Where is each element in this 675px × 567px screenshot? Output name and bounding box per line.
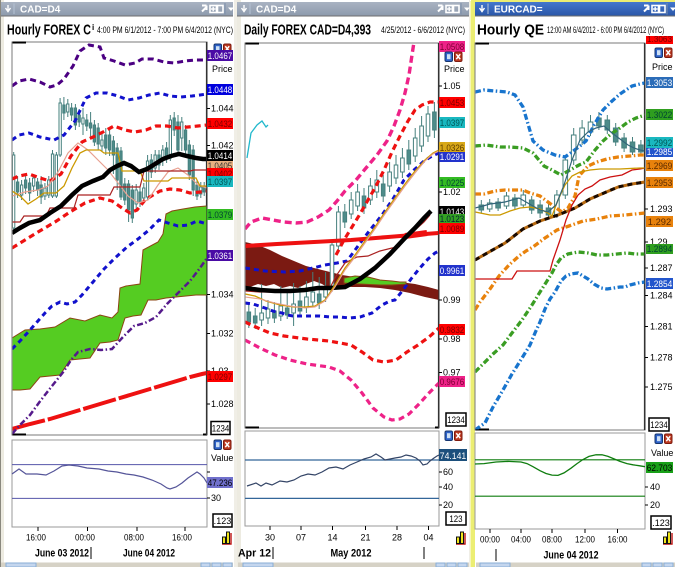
svg-text:May 2012: May 2012	[331, 548, 372, 560]
svg-text:62.703: 62.703	[647, 463, 673, 473]
svg-text:1.0453: 1.0453	[440, 98, 465, 108]
svg-text:1.3053: 1.3053	[647, 78, 673, 88]
svg-text:1234: 1234	[650, 420, 668, 430]
svg-text:June 04 2012: June 04 2012	[544, 550, 599, 562]
svg-text:08:00: 08:00	[124, 533, 144, 543]
svg-text:1.0402: 1.0402	[208, 169, 233, 179]
svg-text:1.0361: 1.0361	[208, 251, 233, 261]
svg-text:1.0123: 1.0123	[440, 214, 465, 224]
svg-text:40: 40	[443, 482, 453, 492]
svg-text:1234: 1234	[447, 415, 465, 425]
svg-text:Price: Price	[444, 64, 465, 74]
svg-text:21: 21	[361, 533, 371, 543]
svg-text:Hourly QE: Hourly QE	[477, 22, 544, 39]
svg-text:12:00 AM 6/4/2012 - 6:00 PM 6/: 12:00 AM 6/4/2012 - 6:00 PM 6/4/2012 (NY…	[547, 25, 664, 35]
svg-text:1.0397: 1.0397	[440, 118, 465, 128]
svg-text:1.05: 1.05	[443, 81, 461, 91]
svg-text:0.99: 0.99	[443, 295, 461, 305]
svg-text:47.236: 47.236	[208, 478, 233, 488]
svg-text:1.02: 1.02	[443, 187, 461, 197]
svg-text:28: 28	[392, 533, 402, 543]
svg-text:04:00: 04:00	[511, 535, 531, 545]
svg-text:1.293: 1.293	[650, 204, 673, 214]
svg-text:Apr 12: Apr 12	[238, 548, 271, 560]
svg-text:1.028: 1.028	[211, 399, 234, 409]
svg-text:1.2969: 1.2969	[647, 161, 673, 171]
svg-text:1.0432: 1.0432	[208, 119, 233, 129]
svg-text:1.032: 1.032	[211, 329, 234, 339]
svg-text:04: 04	[424, 533, 434, 543]
svg-text:1.0405: 1.0405	[208, 161, 233, 171]
svg-text:Hourly FOREX C: Hourly FOREX C	[7, 22, 91, 39]
svg-text:1.0467: 1.0467	[208, 51, 233, 61]
svg-text:00:00: 00:00	[480, 535, 500, 545]
svg-text:0.9676: 0.9676	[440, 377, 465, 387]
svg-text:Value: Value	[651, 448, 673, 458]
svg-text:1.0291: 1.0291	[440, 152, 465, 162]
svg-text:1.284: 1.284	[650, 291, 673, 301]
svg-text:CAD=D4: CAD=D4	[20, 5, 61, 16]
svg-text:0.9832: 0.9832	[440, 325, 465, 335]
svg-text:20: 20	[443, 500, 453, 510]
svg-text:1.0225: 1.0225	[440, 178, 465, 188]
svg-text:1.2854: 1.2854	[647, 279, 673, 289]
svg-text:74.141: 74.141	[440, 451, 467, 461]
svg-text:0.9961: 0.9961	[440, 266, 465, 276]
svg-text:1.0089: 1.0089	[440, 224, 465, 234]
svg-text:1.0297: 1.0297	[208, 372, 233, 382]
svg-text:1.281: 1.281	[650, 322, 673, 332]
svg-text:Price: Price	[652, 62, 673, 72]
svg-text:1.042: 1.042	[211, 141, 234, 151]
svg-text:123: 123	[449, 514, 462, 524]
svg-text:16:00: 16:00	[608, 535, 628, 545]
svg-text:1.0414: 1.0414	[208, 151, 233, 161]
svg-text:07: 07	[296, 533, 306, 543]
svg-text:14: 14	[328, 533, 338, 543]
svg-text:1.044: 1.044	[211, 104, 234, 114]
svg-text:CAD=D4: CAD=D4	[256, 5, 297, 16]
svg-text:1.2985: 1.2985	[647, 147, 673, 157]
svg-text:40: 40	[650, 482, 660, 492]
svg-text:00:00: 00:00	[75, 533, 95, 543]
svg-text:.123: .123	[652, 518, 670, 528]
svg-text:30: 30	[211, 493, 221, 503]
svg-text:1.29: 1.29	[650, 237, 668, 247]
svg-text:30: 30	[265, 533, 275, 543]
svg-text:1.292: 1.292	[648, 217, 671, 227]
svg-text:1.2953: 1.2953	[647, 178, 673, 188]
svg-text:i: i	[92, 23, 94, 32]
svg-text:1.278: 1.278	[650, 353, 673, 363]
svg-text:0.98: 0.98	[443, 334, 461, 344]
svg-text:12:00: 12:00	[575, 535, 595, 545]
svg-text:Value: Value	[211, 453, 233, 463]
svg-text:June 03 2012: June 03 2012	[35, 548, 89, 560]
svg-text:1.2894: 1.2894	[647, 244, 673, 254]
svg-text:1.0326: 1.0326	[440, 143, 465, 153]
svg-text:4:00 PM 6/1/2012 - 7:00 PM 6/4: 4:00 PM 6/1/2012 - 7:00 PM 6/4/2012 (NYC…	[97, 25, 233, 35]
svg-text:1.275: 1.275	[650, 382, 673, 392]
svg-text:1234: 1234	[212, 424, 230, 434]
svg-text:1.034: 1.034	[211, 290, 234, 300]
svg-text:1.3063: 1.3063	[647, 35, 673, 44]
svg-text:4/25/2012 - 6/6/2012 (NYC): 4/25/2012 - 6/6/2012 (NYC)	[381, 25, 465, 35]
svg-text:.123: .123	[214, 516, 232, 526]
svg-text:Price: Price	[212, 64, 233, 74]
svg-text:1.287: 1.287	[650, 263, 673, 273]
svg-text:16:00: 16:00	[172, 533, 192, 543]
svg-text:20: 20	[650, 500, 660, 510]
svg-text:60: 60	[443, 467, 453, 477]
svg-text:Daily FOREX CAD=D4,393: Daily FOREX CAD=D4,393	[244, 22, 371, 39]
svg-text:1.0397: 1.0397	[208, 177, 233, 187]
svg-text:16:00: 16:00	[26, 533, 46, 543]
svg-text:1.2992: 1.2992	[647, 138, 673, 148]
svg-text:1.0448: 1.0448	[208, 85, 233, 95]
svg-text:0.97: 0.97	[443, 368, 461, 378]
svg-text:08:00: 08:00	[542, 535, 562, 545]
svg-text:1.3022: 1.3022	[647, 110, 673, 120]
svg-text:1.0379: 1.0379	[208, 210, 233, 220]
svg-text:1.0143: 1.0143	[440, 207, 465, 217]
svg-text:EURCAD=: EURCAD=	[494, 5, 543, 16]
svg-text:1.0508: 1.0508	[440, 42, 465, 52]
svg-text:June 04 2012: June 04 2012	[123, 548, 175, 560]
